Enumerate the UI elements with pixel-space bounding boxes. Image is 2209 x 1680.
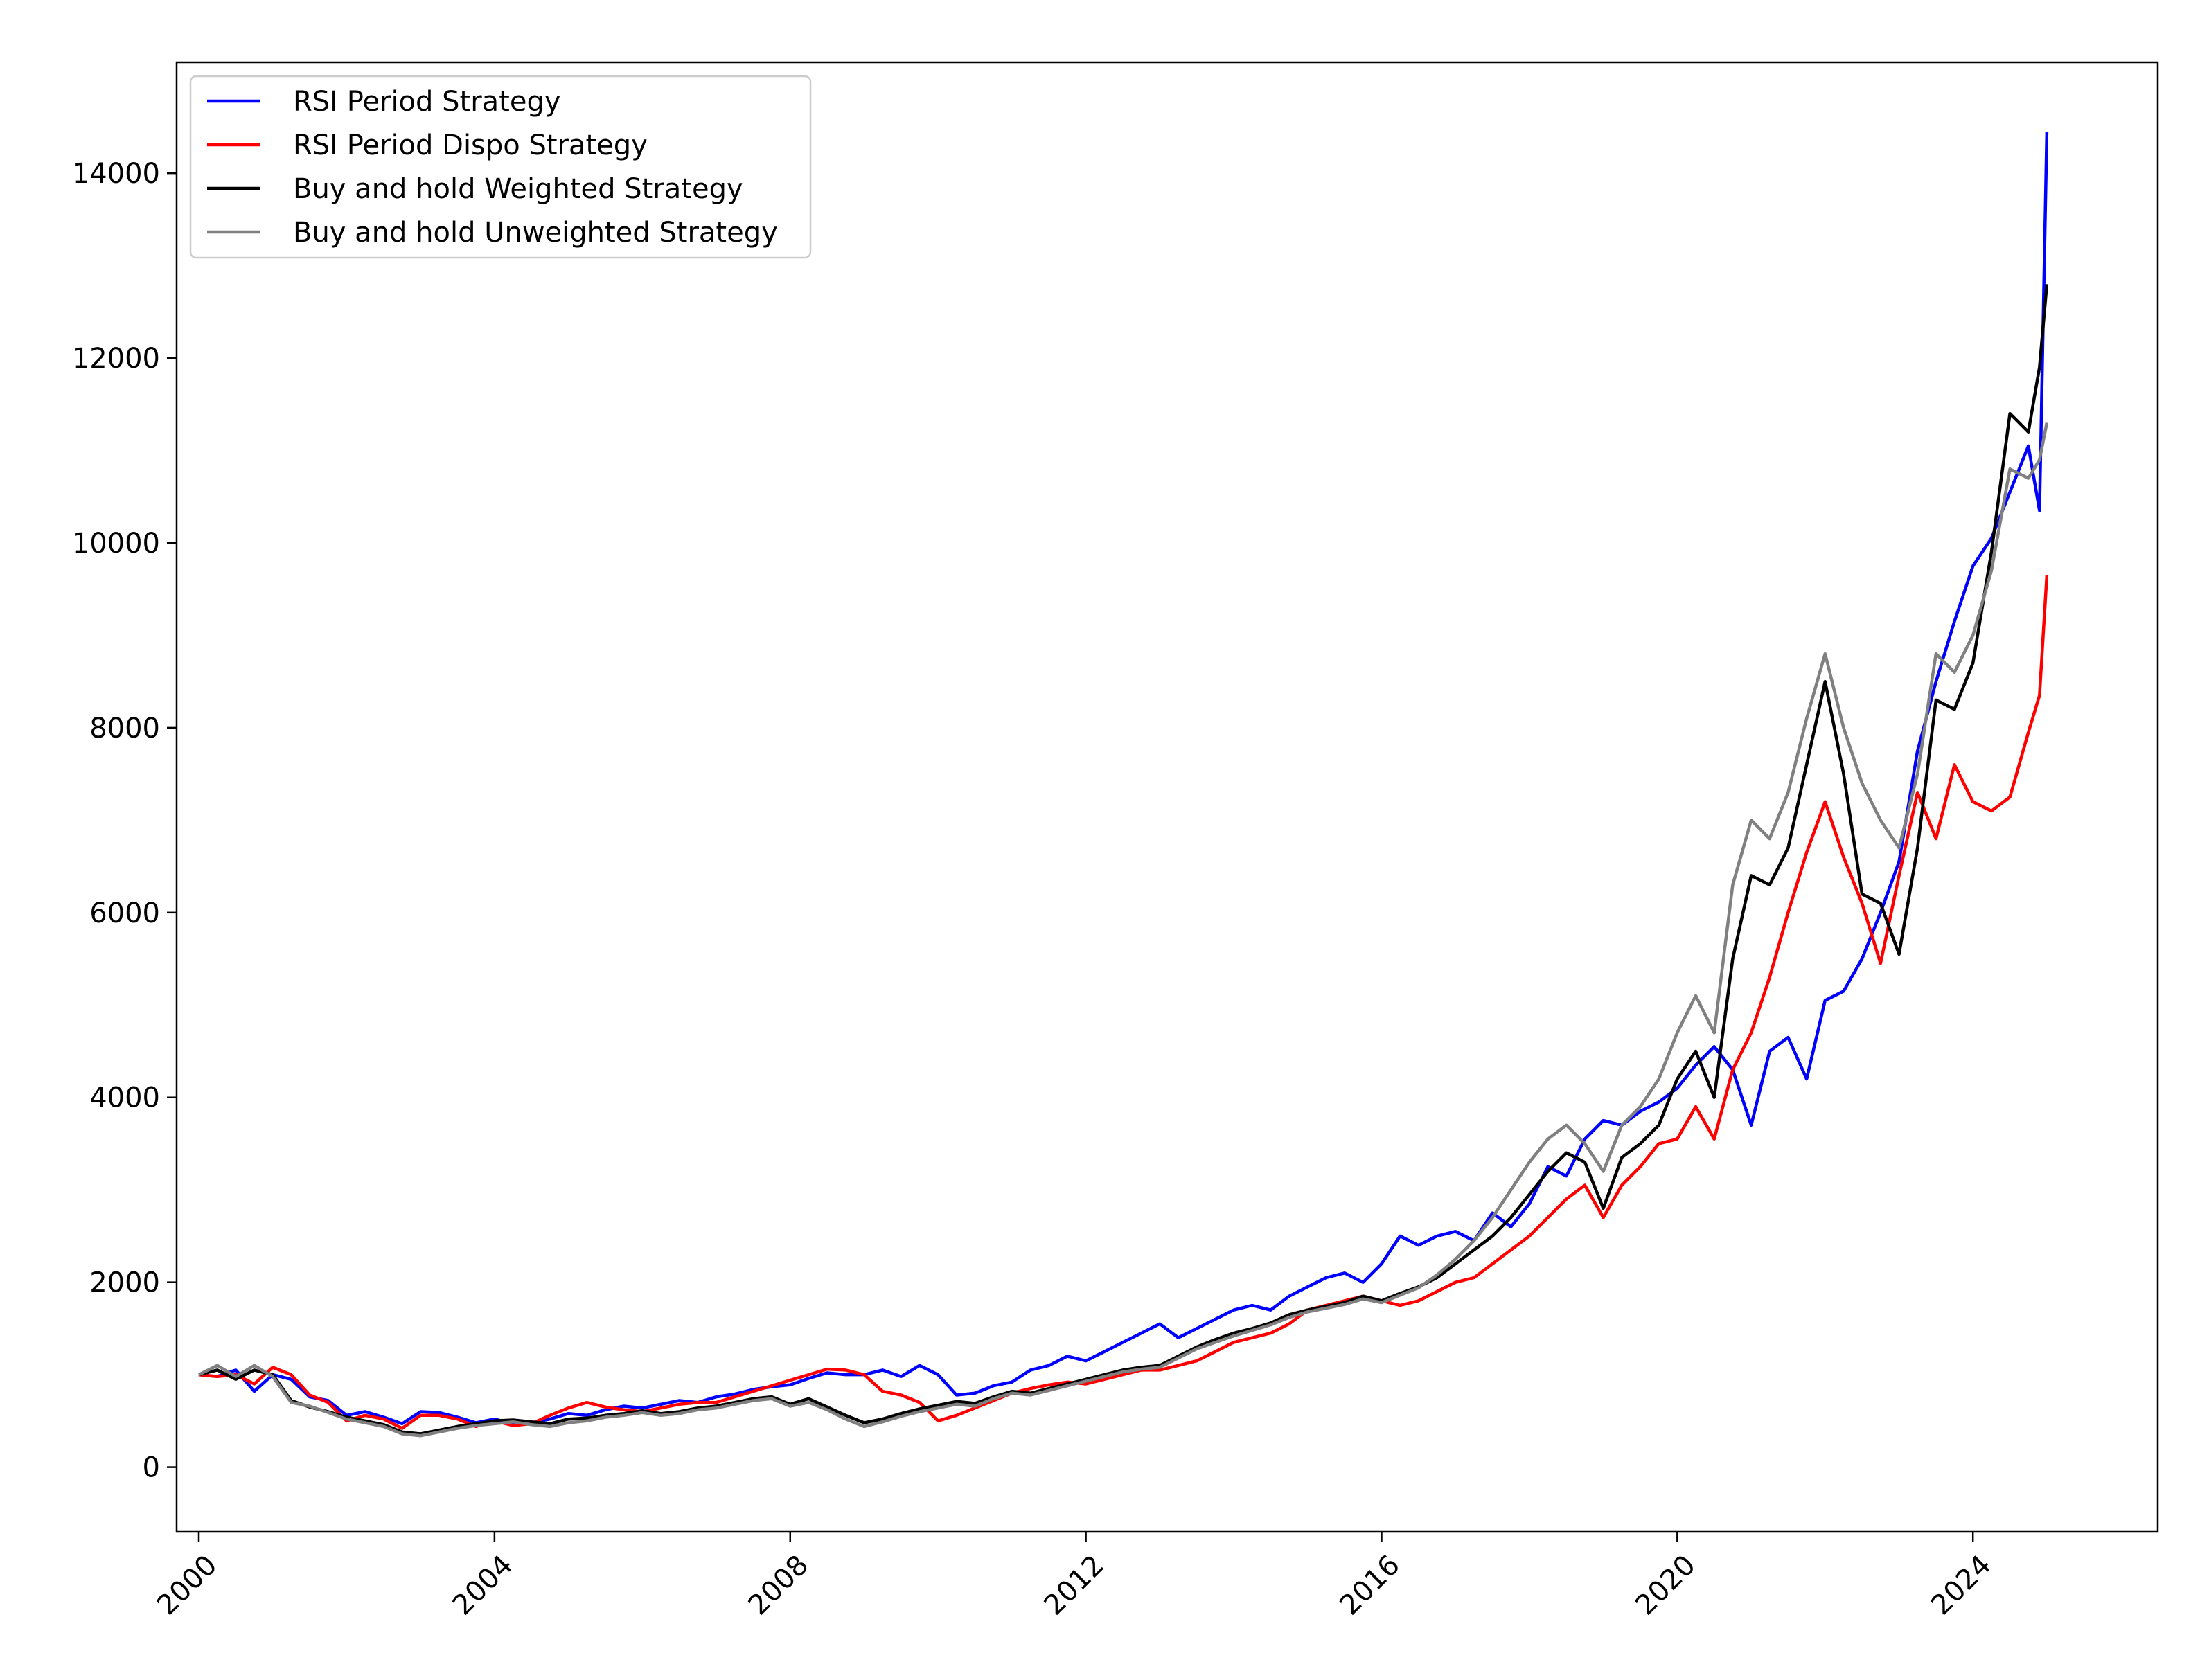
y-tick-label: 12000 [72,343,160,375]
y-axis: 0 2000 4000 6000 8000 10000 12000 14000 [72,158,177,1484]
y-tick-label: 0 [143,1452,160,1484]
y-tick-label: 6000 [89,897,160,929]
y-tick-label: 2000 [89,1267,160,1299]
series-line-2 [198,575,2049,1430]
plot-area [177,62,2158,1532]
legend-label: RSI Period Dispo Strategy [293,129,648,161]
legend-label: Buy and hold Weighted Strategy [293,173,743,205]
legend-label: RSI Period Strategy [293,86,561,118]
y-tick-label: 4000 [89,1082,160,1114]
series-line-4 [197,422,2049,1438]
legend: RSI Period Strategy RSI Period Dispo Stra… [189,75,812,259]
y-tick-label: 8000 [89,713,160,744]
series-layer [197,132,2049,1438]
legend-box [189,75,812,259]
series-line-3 [198,284,2049,1436]
plot-frame [175,61,2159,1533]
y-tick-label: 14000 [72,158,160,190]
legend-label: Buy and hold Unweighted Strategy [293,217,778,249]
y-tick-label: 10000 [72,528,160,560]
